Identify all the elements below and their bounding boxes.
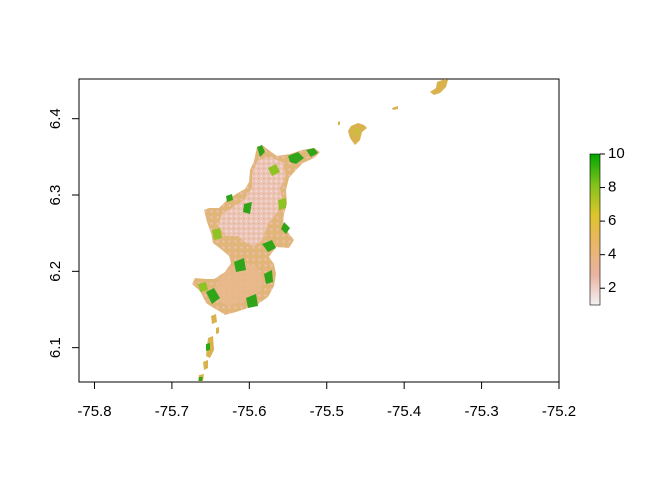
core-urban-area [218,157,286,246]
y-tick-label: 6.3 [47,185,64,206]
legend-tick-label: 4 [608,246,616,263]
x-tick-label: -75.6 [232,403,266,420]
y-axis: 6.1 6.2 6.3 6.4 [47,108,80,358]
x-tick-label: -75.7 [155,403,189,420]
northeast-fragment-2 [338,121,340,125]
y-tick-label: 6.1 [47,337,64,358]
legend-tick-label: 2 [608,279,616,296]
y-tick-label: 6.4 [47,108,64,129]
x-tick-label: -75.8 [77,403,111,420]
x-tick-label: -75.3 [464,403,498,420]
x-tick-label: -75.2 [542,403,576,420]
x-tick-label: -75.5 [310,403,344,420]
color-legend: 2 4 6 8 10 [589,145,625,306]
x-tick-label: -75.4 [387,403,421,420]
northeast-fragment-1-inner [354,128,360,136]
southern-tail-green [199,343,210,381]
plot-frame [78,78,560,383]
northeast-fragment-3 [392,106,398,110]
vegetation-patches [206,145,318,308]
legend-tick-label: 8 [608,179,616,196]
legend-tick-label: 6 [608,212,616,229]
y-tick-label: 6.2 [47,261,64,282]
southern-lobe-interior [214,262,264,306]
raster-layer [192,79,448,381]
legend-tick-label: 10 [608,145,625,162]
northeast-fragment-4 [430,79,448,95]
legend-color-bar [589,153,601,306]
lighter-green-patches [198,164,286,292]
x-axis: -75.8 -75.7 -75.6 -75.5 -75.4 -75.3 -75.2 [77,381,576,420]
